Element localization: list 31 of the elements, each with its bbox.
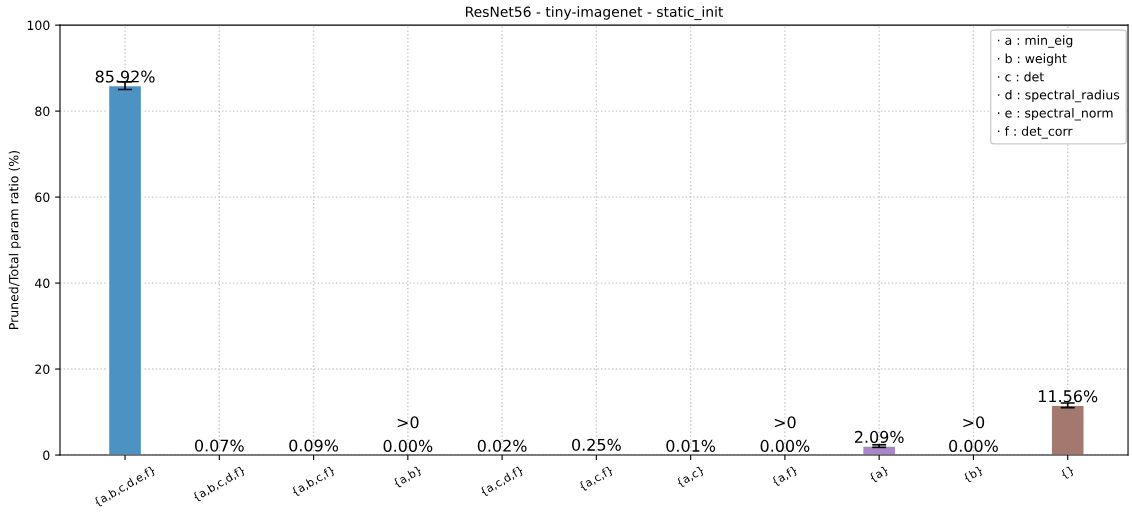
annotation: · e : spectral_norm — [998, 107, 1113, 121]
annotation: · b : weight — [998, 53, 1067, 66]
y-tick-label: 0 — [43, 450, 50, 460]
annotation: · c : det — [998, 71, 1044, 82]
annotation: >0 — [397, 416, 419, 429]
data-label: 0.25% — [572, 438, 621, 451]
annotation: · d : spectral_radius — [998, 89, 1120, 103]
data-label: 2.09% — [854, 430, 904, 443]
data-label: 0.07% — [194, 439, 244, 452]
annotation: · f : det_corr — [998, 126, 1073, 139]
data-label: 0.00% — [949, 439, 998, 452]
x-tick-label: {a} — [868, 465, 890, 484]
annotation: · a : min_eig — [998, 35, 1073, 48]
y-tick-label: 60 — [35, 192, 50, 203]
annotation: >0 — [774, 416, 796, 429]
data-label: 85.92% — [95, 70, 155, 83]
chart-title: ResNet56 - tiny-imagenet - static_init — [466, 6, 724, 21]
data-label: 0.09% — [289, 439, 339, 452]
data-label: 0.00% — [760, 439, 810, 452]
annotation: >0 — [963, 416, 985, 429]
x-tick-label: {} — [1060, 465, 1076, 481]
data-label: 11.56% — [1039, 390, 1098, 403]
y-tick-label: 20 — [35, 364, 50, 374]
y-tick-label: 100 — [27, 20, 50, 31]
data-label: 0.00% — [383, 439, 433, 452]
data-label: 0.02% — [477, 439, 527, 452]
y-tick-label: 40 — [34, 278, 50, 288]
x-tick-label: {b} — [962, 465, 984, 484]
y-tick-label: 80 — [35, 106, 50, 117]
y-axis-title: Pruned/Total param ratio (%) — [8, 151, 21, 329]
data-label: 0.01% — [666, 439, 716, 452]
